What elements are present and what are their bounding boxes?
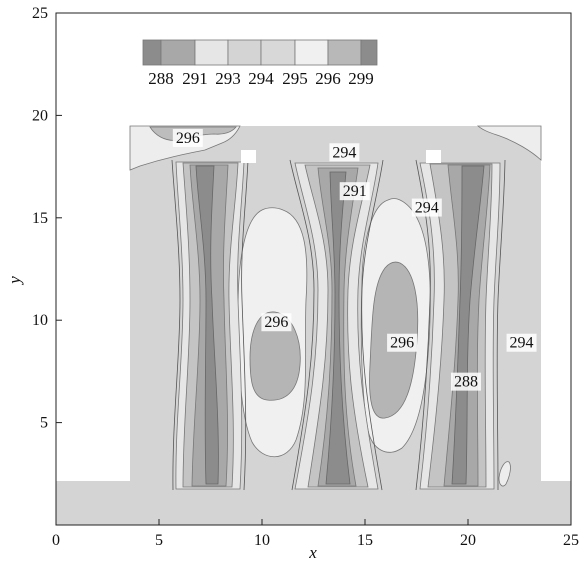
legend-label: 295 [282,69,308,88]
region-small-blob [498,461,511,487]
legend-label: 299 [348,69,374,88]
column-left-core [195,165,219,485]
x-tick-label: 25 [563,532,579,549]
legend-swatch [260,39,296,66]
legend-swatch [227,39,262,66]
plot-frame [55,12,572,526]
contour-label: 296 [176,130,200,147]
x-tick-label: 0 [52,532,60,549]
x-tick-label: 10 [254,532,270,549]
contour-label-bg [506,333,537,352]
column-mid-core [325,171,351,485]
region-core-left [249,311,301,401]
legend-swatch [194,39,229,66]
legend-label: 294 [248,69,274,88]
legend-swatch [360,39,378,66]
y-tick-label: 15 [32,210,48,227]
x-axis: 0 5 10 15 20 25 [52,519,579,549]
isoline-left [171,159,249,491]
legend-swatch [327,39,362,66]
isoline-mid [289,159,384,491]
x-tick-label: 20 [460,532,476,549]
legend-swatch [294,39,329,66]
contour-label-bg [411,198,442,217]
contour-label-bg [339,182,370,201]
legend-label: 288 [148,69,174,88]
x-axis-label: x [308,543,317,561]
contour-label: 288 [454,374,478,391]
x-tick-label: 5 [155,532,163,549]
legend-swatch [160,39,196,66]
legend-swatch [142,39,162,66]
x-tick-label: 15 [357,532,373,549]
legend: 288 291 293 294 295 296 299 [142,39,378,88]
y-tick-label: 10 [32,312,48,329]
region-warm-top-left [129,125,241,171]
contour-label-bg [261,313,292,332]
contour-label: 296 [390,335,414,352]
contour-labels: 296 294 291 294 296 296 294 288 [172,128,537,391]
contour-label: 291 [343,183,367,200]
column-right-core [451,165,485,485]
y-tick-label: 25 [32,5,48,22]
contour-label: 294 [415,200,439,217]
contour-label: 294 [510,335,534,352]
contour-label-bg [450,372,481,391]
contour-label-bg [329,143,360,162]
y-axis: 5 10 15 20 25 [32,5,62,432]
contour-label-bg [387,333,418,352]
y-tick-label: 20 [32,107,48,124]
legend-label: 296 [315,69,341,88]
inlet-right [426,150,441,163]
inlet-left [241,150,256,163]
y-axis-label: y [5,276,24,286]
legend-label: 293 [215,69,241,88]
region-warm-top-right [476,125,542,161]
contour-label: 296 [264,314,288,331]
contour-label-bg [172,128,203,147]
legend-label: 291 [182,69,208,88]
contour-label: 294 [332,144,356,161]
y-tick-label: 5 [40,415,48,432]
